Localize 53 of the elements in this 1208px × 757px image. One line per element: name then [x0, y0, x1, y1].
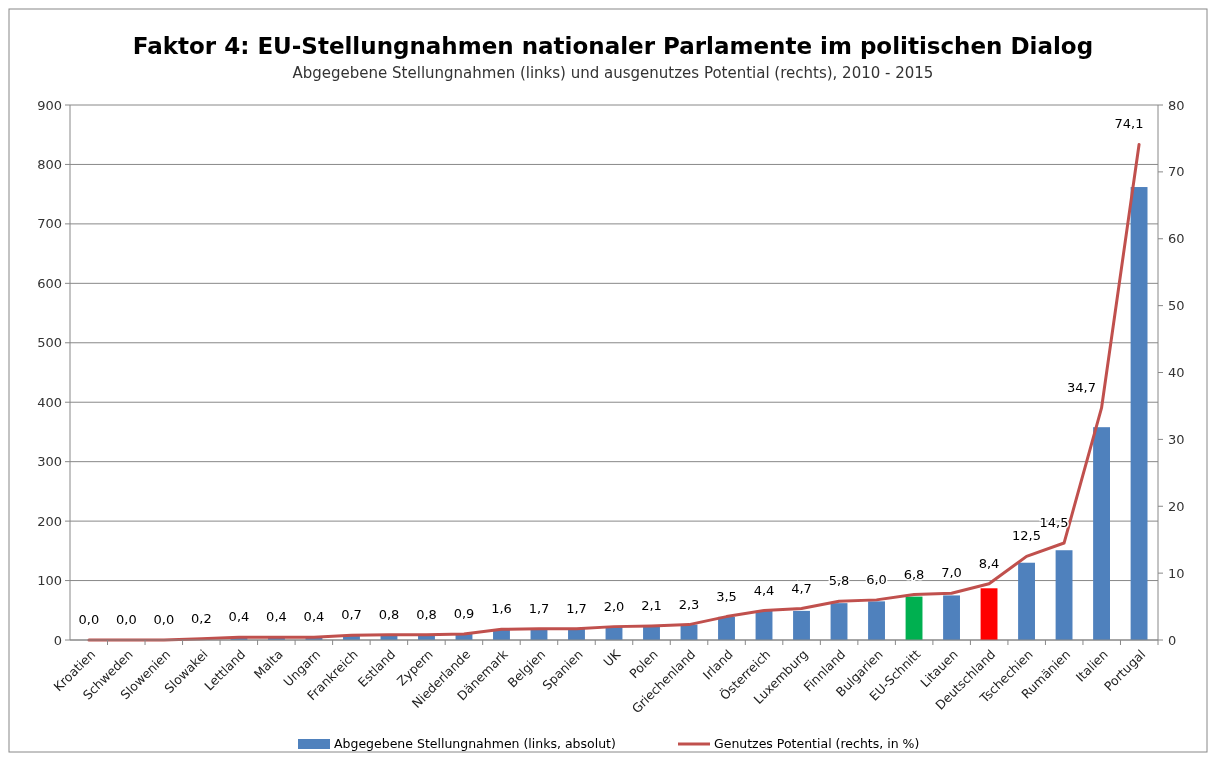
data-label: 1,6	[491, 601, 512, 617]
data-label: 1,7	[566, 600, 587, 616]
y-tick-label: 700	[37, 216, 62, 232]
y-tick-label: 800	[37, 156, 62, 172]
data-label: 14,5	[1039, 515, 1069, 531]
y2-tick-label: 10	[1168, 565, 1185, 581]
data-label: 5,8	[828, 573, 850, 589]
data-label: 0,0	[78, 612, 100, 627]
y2-tick-label: 50	[1168, 298, 1185, 314]
y-tick-label: 0	[53, 632, 62, 648]
data-label: 4,4	[753, 582, 775, 598]
data-label: 0,2	[191, 610, 212, 626]
data-label: 0,8	[416, 606, 437, 622]
data-label: 12,5	[1012, 528, 1042, 544]
legend-label: Abgegebene Stellungnahmen (links, absolut)	[334, 736, 616, 752]
data-label: 2,3	[678, 596, 700, 612]
data-label: 0,7	[341, 607, 362, 623]
y2-tick-label: 0	[1168, 632, 1177, 648]
data-label: 7,0	[941, 565, 962, 581]
data-label: 0,0	[116, 612, 137, 627]
y2-tick-label: 20	[1168, 498, 1185, 514]
data-label: 6,8	[903, 566, 925, 582]
data-label: 8,4	[978, 555, 1000, 571]
y2-tick-label: 40	[1168, 365, 1185, 381]
data-label: 1,7	[528, 600, 550, 616]
y2-tick-label: 70	[1168, 164, 1185, 180]
data-label: 0,9	[453, 605, 475, 621]
y-tick-label: 200	[37, 513, 62, 529]
data-label: 0,4	[303, 609, 325, 625]
y2-tick-label: 30	[1168, 431, 1185, 447]
y2-tick-label: 60	[1168, 231, 1185, 247]
y-tick-label: 500	[37, 335, 62, 351]
data-label: 34,7	[1067, 379, 1097, 395]
y-tick-label: 900	[37, 97, 62, 113]
data-label: 2,0	[603, 598, 625, 614]
data-label: 0,8	[378, 606, 400, 622]
y-tick-label: 300	[37, 454, 62, 470]
chart-subtitle: Abgegebene Stellungnahmen (links) und ausgenutzes Potential (rechts), 2010 - 2015	[292, 64, 934, 82]
data-label: 74,1	[1114, 116, 1144, 132]
data-label: 2,1	[641, 597, 662, 613]
data-label: 3,5	[716, 588, 737, 604]
y-tick-label: 400	[37, 394, 62, 410]
x-tick-label: UK	[600, 646, 624, 670]
y2-tick-label: 80	[1168, 97, 1185, 113]
data-label: 4,7	[791, 580, 812, 596]
y-tick-label: 600	[37, 275, 62, 291]
data-label: 6,0	[866, 571, 887, 587]
chart-title: Faktor 4: EU-Stellungnahmen nationaler Parlamente im politischen Dialog	[132, 33, 1094, 59]
legend-label: Genutzes Potential (rechts, in %)	[714, 736, 920, 752]
data-label: 0,4	[228, 609, 250, 625]
data-label: 0,4	[266, 609, 287, 625]
y-tick-label: 100	[37, 573, 62, 589]
data-label: 0,0	[153, 612, 175, 627]
